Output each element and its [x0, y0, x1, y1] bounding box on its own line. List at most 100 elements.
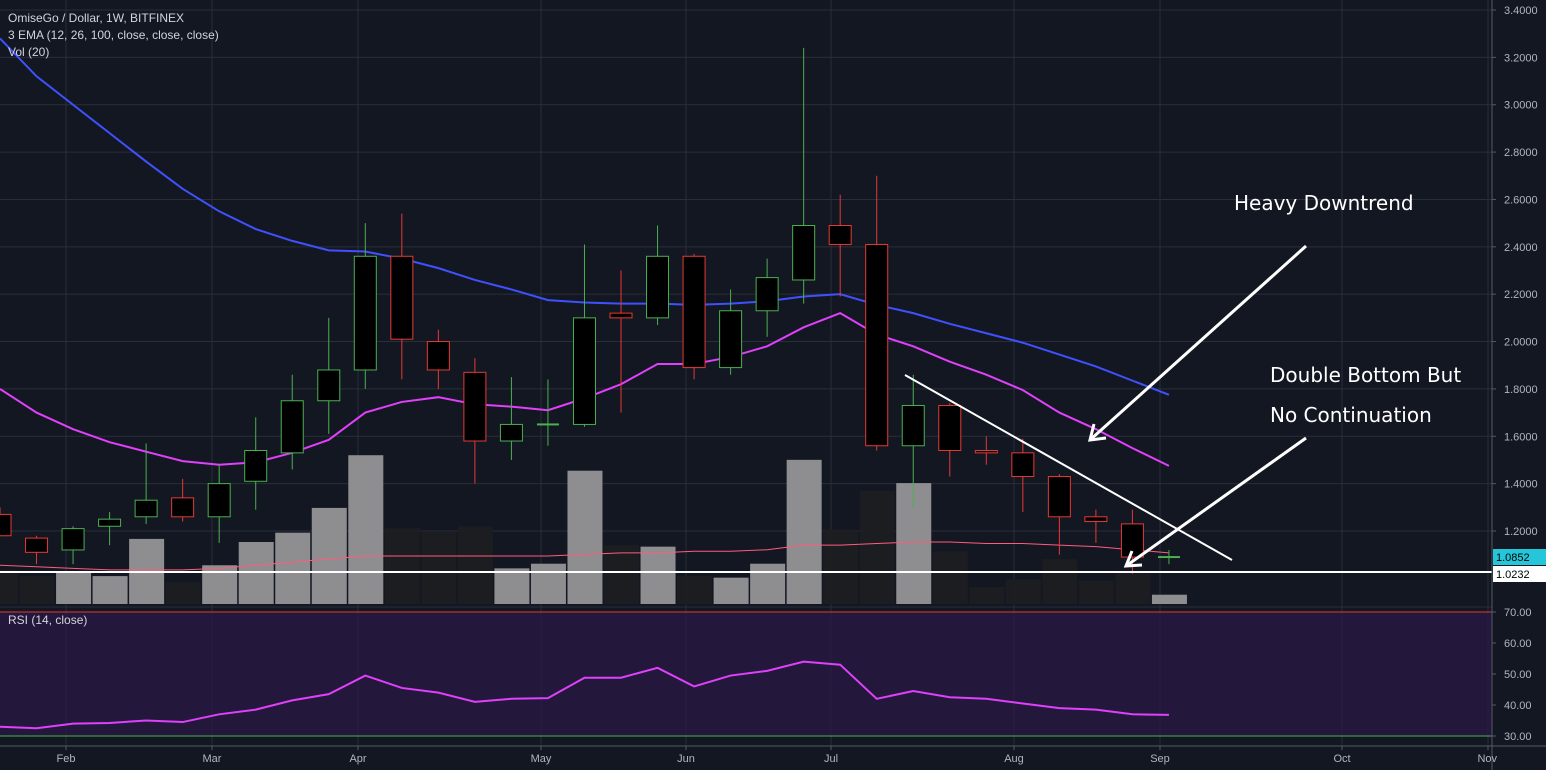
volume-bar [311, 507, 347, 604]
candle [974, 436, 998, 465]
volume-bar [677, 576, 713, 604]
price-tick-label: 1.8000 [1504, 384, 1538, 396]
volume-ma-line [0, 541, 1170, 571]
candle [1011, 438, 1035, 513]
rsi-legend: RSI (14, close) [8, 613, 88, 627]
volume-bar [1151, 594, 1187, 604]
price-tick-label: 2.2000 [1504, 289, 1538, 301]
rsi-tick-label: 50.00 [1504, 669, 1532, 681]
rsi-line [0, 660, 1169, 730]
candle [901, 374, 925, 508]
candle-body [390, 255, 414, 340]
volume-bar [1078, 580, 1114, 604]
volume-bar [0, 569, 18, 604]
volume-bar [530, 563, 566, 604]
volume-bar [1115, 573, 1151, 604]
volume-bar [750, 563, 786, 604]
candle-body [207, 483, 231, 518]
candle [865, 175, 889, 451]
time-tick-label: Nov [1477, 753, 1497, 765]
candle-body [1084, 516, 1108, 523]
rsi-axis: 70.00 60.00 50.00 40.00 30.00 [1492, 607, 1532, 743]
candle-body [609, 312, 633, 319]
symbol-title: OmiseGo / Dollar, 1W, BITFINEX [8, 11, 185, 25]
candle-body [1157, 556, 1180, 559]
volume-bar [604, 545, 640, 604]
candle-body [244, 449, 268, 482]
volume-bar [56, 573, 92, 604]
price-tick-label: 1.4000 [1504, 479, 1538, 491]
candle-body [1011, 452, 1035, 478]
volume-bar [19, 576, 55, 604]
time-tick-label: Feb [57, 753, 76, 765]
candle [98, 512, 122, 546]
time-tick-label: Aug [1004, 753, 1024, 765]
candle-body [828, 225, 852, 245]
volume-bar [165, 582, 201, 604]
current-price-label: 1.0852 [1496, 552, 1530, 564]
volume-bar [1005, 579, 1041, 604]
volume-bars [0, 455, 1187, 604]
candle-body [572, 317, 596, 425]
candle-body [974, 449, 998, 454]
volume-bar [384, 528, 420, 604]
candle [755, 258, 779, 337]
candle-body [865, 243, 889, 447]
candle-body [171, 497, 195, 518]
candle-body [682, 255, 706, 369]
double-bottom-annotation-2: No Continuation [1270, 403, 1432, 427]
price-tick-label: 3.2000 [1504, 52, 1538, 64]
candle-body [280, 400, 304, 454]
price-tick-label: 2.6000 [1504, 194, 1538, 206]
candle-body [536, 423, 559, 426]
volume-bar [786, 459, 822, 604]
volume-legend: Vol (20) [8, 45, 50, 59]
time-tick-label: Jul [824, 753, 838, 765]
volume-bar [567, 470, 603, 604]
candle [1157, 549, 1180, 565]
candle [134, 443, 158, 524]
candle [828, 194, 852, 297]
candle [244, 417, 268, 510]
candle [1047, 474, 1071, 555]
volume-bar [859, 490, 895, 604]
candle [499, 377, 523, 460]
time-tick-label: Oct [1333, 753, 1350, 765]
support-price-label: 1.0232 [1496, 569, 1530, 581]
candle [1084, 509, 1108, 543]
volume-bar [713, 577, 749, 604]
candle [572, 244, 596, 427]
candle-body [0, 513, 12, 537]
time-tick-label: Mar [203, 753, 222, 765]
candle-body [25, 537, 49, 553]
candle [426, 329, 450, 389]
time-tick-label: Sep [1150, 753, 1170, 765]
support-price-tag: 1.0232 [1493, 566, 1546, 582]
candle-body [755, 277, 779, 312]
price-tick-label: 3.4000 [1504, 5, 1538, 17]
rsi-tick-label: 70.00 [1504, 607, 1532, 619]
price-tick-label: 1.2000 [1504, 526, 1538, 538]
candle [61, 526, 85, 565]
price-tick-label: 2.4000 [1504, 242, 1538, 254]
candle-body [1120, 523, 1144, 558]
volume-bar [932, 551, 968, 604]
candle-body [134, 499, 158, 518]
price-axis: 3.4000 3.2000 3.0000 2.8000 2.6000 2.4000 2.20… [1492, 5, 1538, 538]
candle [646, 225, 670, 325]
volume-bar [92, 576, 128, 604]
candles [0, 47, 1180, 574]
volume-bar [823, 529, 859, 604]
candle-body [1047, 476, 1071, 518]
candle-body [317, 369, 341, 402]
candle [938, 403, 962, 477]
rsi-tick-label: 40.00 [1504, 700, 1532, 712]
candle-body [353, 255, 377, 371]
time-tick-label: Apr [349, 753, 366, 765]
price-tick-label: 2.0000 [1504, 337, 1538, 349]
rsi-tick-label: 60.00 [1504, 638, 1532, 650]
volume-bar [1042, 559, 1078, 604]
price-tick-label: 1.6000 [1504, 431, 1538, 443]
time-tick-label: May [531, 753, 552, 765]
